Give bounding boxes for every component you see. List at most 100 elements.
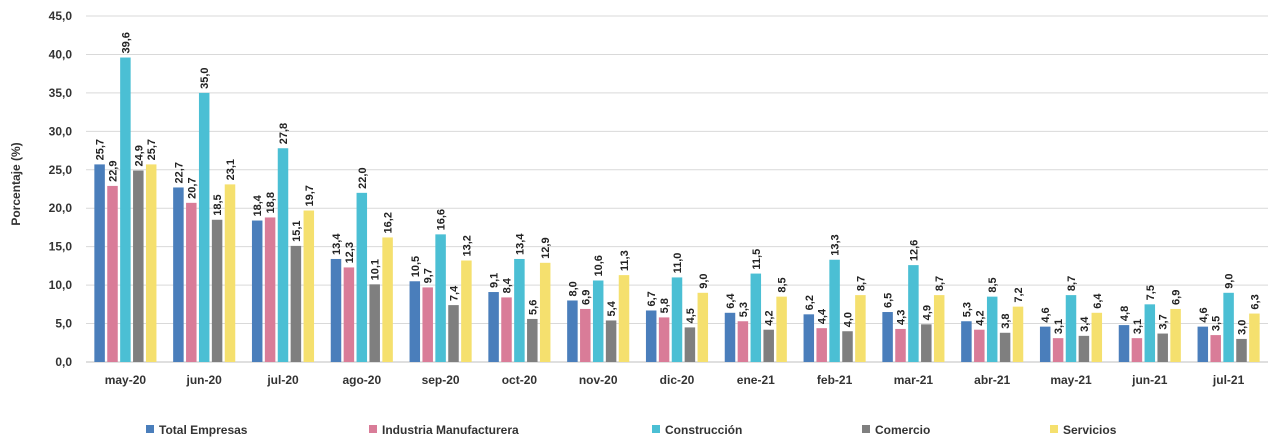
y-tick-label: 15,0 [49,240,73,254]
data-label: 6,3 [1249,294,1261,309]
data-label: 22,7 [173,162,185,183]
bar [290,245,302,362]
bar [145,164,157,362]
x-tick-label: ago-20 [342,373,381,387]
data-label: 4,6 [1198,307,1210,322]
data-label: 13,2 [461,235,473,256]
data-label: 6,2 [804,295,816,310]
bar [251,220,263,362]
bar [539,262,551,362]
legend-swatch [862,425,870,433]
legend-swatch [1050,425,1058,433]
data-label: 8,0 [567,281,579,296]
data-label: 8,7 [1066,276,1078,291]
data-label: 3,8 [1000,313,1012,328]
data-label: 5,6 [527,300,539,315]
data-label: 11,3 [619,250,631,271]
bar [605,320,617,362]
data-label: 4,6 [1040,307,1052,322]
bar [120,57,131,363]
data-label: 13,3 [830,234,842,255]
data-label: 23,1 [225,159,237,180]
data-label: 6,9 [1171,290,1183,305]
bar [908,265,919,362]
data-label: 4,2 [974,310,986,325]
data-label: 3,4 [1079,316,1091,332]
bar [1052,338,1064,362]
bar [527,318,538,362]
data-label: 3,0 [1237,320,1249,335]
data-label: 35,0 [199,67,211,88]
data-label: 11,5 [751,249,763,270]
bar [618,275,630,362]
data-label: 7,2 [1013,287,1025,302]
bar [882,312,893,362]
y-tick-label: 40,0 [49,47,73,61]
bar [1078,335,1090,362]
data-label: 10,5 [410,256,422,277]
data-label: 6,9 [580,290,592,305]
data-label: 4,0 [843,312,855,327]
bar [1039,326,1051,362]
bar [1012,306,1024,362]
bar [107,185,118,362]
bars [94,57,1260,363]
bar [501,297,512,362]
bar [1157,333,1168,362]
y-tick-label: 20,0 [49,201,73,215]
data-label: 25,7 [146,139,158,160]
bar [816,328,827,362]
data-label: 11,0 [672,253,684,274]
data-label: 19,7 [304,185,316,206]
data-label: 8,4 [502,277,514,293]
bar [974,329,985,362]
y-tick-label: 5,0 [55,317,72,331]
x-tick-label: jul-21 [1212,373,1245,387]
bar [1131,338,1143,362]
bar [986,296,998,362]
bar [961,321,972,362]
x-tick-label: may-20 [105,373,147,387]
bar [580,308,591,362]
bar [94,164,105,362]
data-label: 4,2 [764,310,776,325]
bar [1197,326,1209,362]
x-tick-label: may-21 [1050,373,1092,387]
legend: Total Empresas Industria Manufacturera Con… [146,423,1117,437]
x-tick-label: abr-21 [974,373,1010,387]
data-label: 5,3 [738,302,750,317]
data-label: 27,8 [278,123,290,144]
legend-label: Industria Manufacturera [382,423,519,437]
legend-label: Comercio [875,423,930,437]
data-label: 5,8 [659,298,671,313]
x-tick-label: sep-20 [422,373,460,387]
bar [567,300,578,362]
y-tick-label: 45,0 [49,9,73,23]
bar [514,258,525,362]
bar [382,237,393,362]
data-label: 10,1 [370,259,382,280]
bar [264,217,276,362]
legend-label: Construcción [665,423,742,437]
data-label: 12,9 [540,237,552,258]
data-label: 3,1 [1132,319,1144,334]
bar [303,210,315,362]
data-label: 4,8 [1119,306,1131,321]
data-label: 12,3 [344,242,356,263]
y-tick-label: 35,0 [49,86,73,100]
data-label: 12,6 [908,240,920,261]
x-tick-label: nov-20 [579,373,618,387]
data-label: 15,1 [291,220,303,241]
data-label: 3,5 [1211,316,1223,331]
x-tick-label: oct-20 [502,373,538,387]
data-label: 8,5 [987,277,999,292]
bar [211,219,223,362]
data-label: 20,7 [186,177,198,198]
bar [1249,313,1260,362]
data-label: 24,9 [133,145,145,166]
data-label: 22,0 [357,167,369,188]
bar [435,234,446,362]
data-label: 10,6 [593,255,605,276]
y-tick-label: 0,0 [55,355,72,369]
